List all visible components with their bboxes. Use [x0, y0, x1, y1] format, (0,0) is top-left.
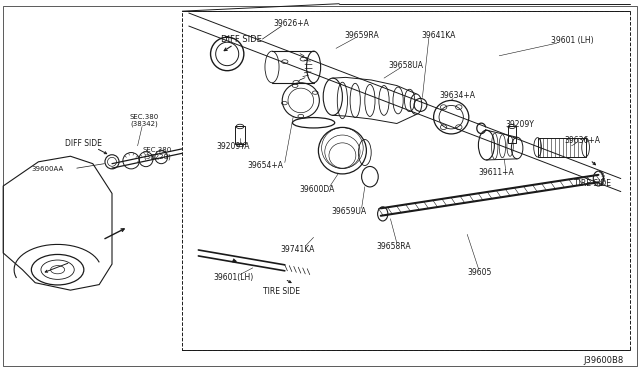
Bar [508, 126, 516, 143]
Text: TIRE SIDE: TIRE SIDE [263, 287, 300, 296]
Text: 39641KA: 39641KA [421, 31, 456, 40]
Text: TIRE SIDE: TIRE SIDE [573, 179, 611, 187]
Text: 39209Y: 39209Y [506, 120, 534, 129]
Bar [235, 126, 245, 144]
Text: DIFF SIDE: DIFF SIDE [221, 35, 262, 44]
Text: 39600AA: 39600AA [32, 166, 64, 172]
Text: (38220): (38220) [143, 153, 171, 160]
Text: SEC.380: SEC.380 [129, 114, 159, 120]
Text: 39659RA: 39659RA [344, 31, 379, 40]
Bar [538, 138, 586, 157]
Text: SEC.380: SEC.380 [142, 147, 172, 153]
Bar [237, 143, 243, 146]
Text: 39600DA: 39600DA [299, 185, 335, 194]
Text: 39654+A: 39654+A [248, 161, 284, 170]
Text: DIFF SIDE: DIFF SIDE [65, 139, 102, 148]
Text: 39634+A: 39634+A [440, 92, 476, 100]
Text: J39600B8: J39600B8 [584, 356, 624, 365]
Text: 39209YA: 39209YA [217, 142, 250, 151]
Text: 39626+A: 39626+A [273, 19, 309, 28]
Text: 39605: 39605 [468, 268, 492, 277]
Text: 39658RA: 39658RA [376, 242, 411, 251]
Text: 39636+A: 39636+A [564, 136, 600, 145]
Text: 39601(LH): 39601(LH) [214, 273, 253, 282]
Text: (38342): (38342) [130, 121, 158, 127]
Text: 39659UA: 39659UA [332, 207, 366, 216]
Text: 39601 (LH): 39601 (LH) [552, 36, 594, 45]
Text: 39611+A: 39611+A [478, 168, 514, 177]
Bar [182, 11, 630, 350]
Text: 39658UA: 39658UA [389, 61, 424, 70]
Text: 39741KA: 39741KA [280, 245, 315, 254]
